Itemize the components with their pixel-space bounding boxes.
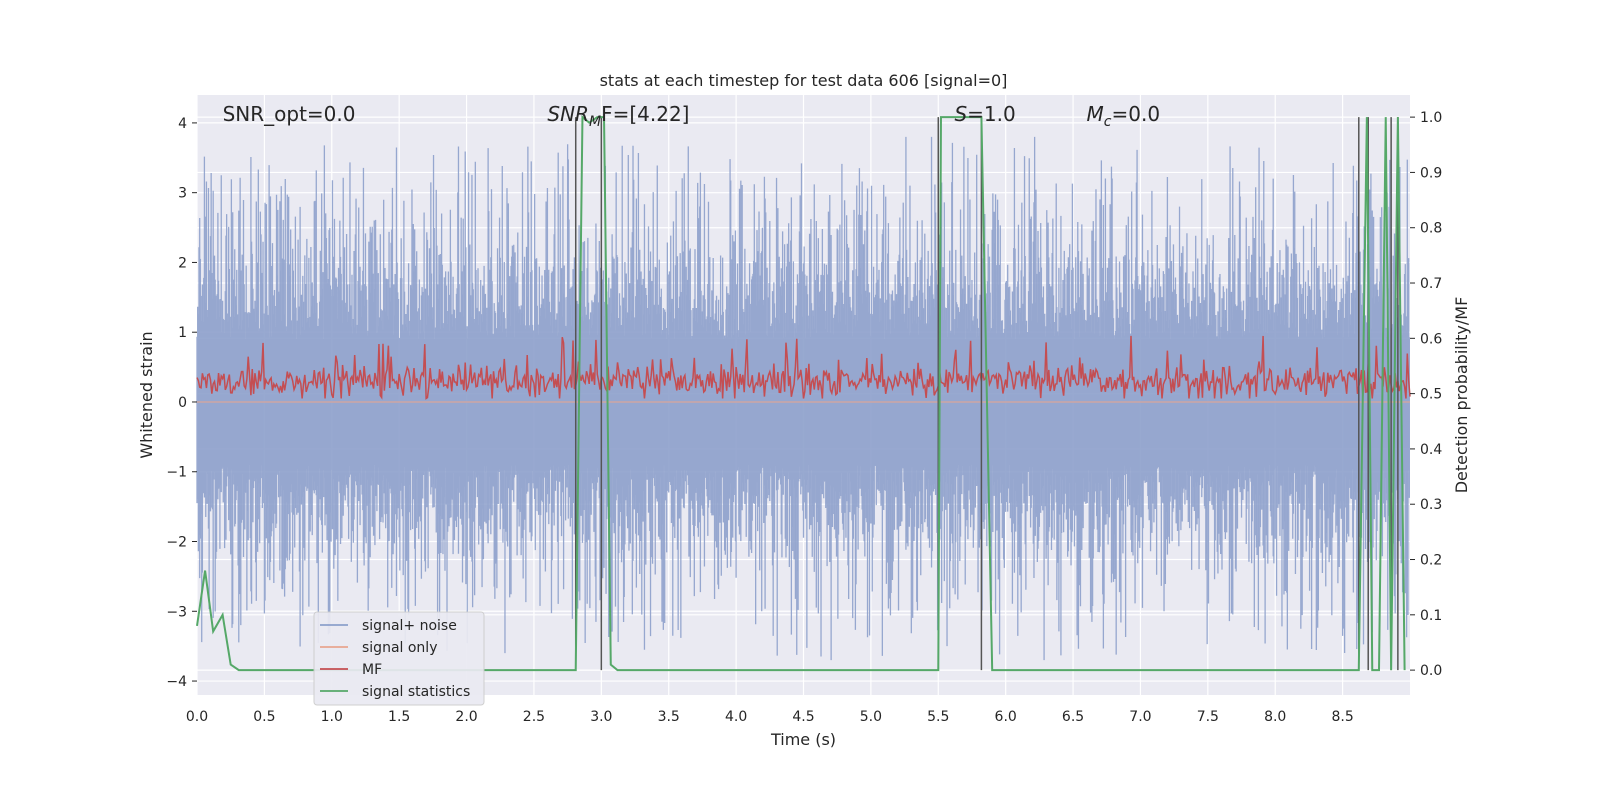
x-tick-label: 7.5 bbox=[1197, 709, 1219, 725]
y-right-tick-label: 0.1 bbox=[1420, 608, 1442, 624]
x-tick-label: 4.0 bbox=[725, 709, 747, 725]
x-tick-label: 3.0 bbox=[590, 709, 612, 725]
annotation-snr-mf-symbol: SNR bbox=[547, 102, 589, 126]
annotation-mc-subscript: c bbox=[1104, 114, 1112, 130]
x-tick-label: 0.0 bbox=[186, 709, 208, 725]
x-tick-label: 8.0 bbox=[1264, 709, 1286, 725]
x-tick-label: 6.5 bbox=[1062, 709, 1084, 725]
y-right-tick-label: 0.0 bbox=[1420, 663, 1442, 679]
annotation-s-value: =1.0 bbox=[967, 102, 1016, 126]
x-tick-label: 3.5 bbox=[658, 709, 680, 725]
y-tick-label: 0 bbox=[178, 395, 187, 411]
y-right-tick-label: 0.9 bbox=[1420, 165, 1442, 181]
annotation-mc-symbol: M bbox=[1087, 102, 1104, 126]
y-right-tick-label: 0.8 bbox=[1420, 221, 1442, 237]
x-tick-label: 0.5 bbox=[253, 709, 275, 725]
y-tick-label: −2 bbox=[166, 535, 187, 551]
y-axis-label: Whitened strain bbox=[137, 331, 156, 458]
x-tick-label: 2.5 bbox=[523, 709, 545, 725]
y-tick-label: 1 bbox=[178, 325, 187, 341]
annotation-snr-mf-subscript: M bbox=[589, 114, 601, 130]
y-tick-label: −4 bbox=[166, 674, 187, 690]
x-tick-label: 6.0 bbox=[995, 709, 1017, 725]
annotation-snr-mf-value: F=[4.22] bbox=[601, 102, 689, 126]
legend-label: signal statistics bbox=[362, 684, 470, 700]
x-tick-label: 2.0 bbox=[455, 709, 477, 725]
y-right-tick-label: 0.2 bbox=[1420, 553, 1442, 569]
annotation-mc-value: =0.0 bbox=[1112, 102, 1161, 126]
legend-label: signal+ noise bbox=[362, 618, 457, 634]
y-tick-label: 2 bbox=[178, 255, 187, 271]
series-line-mf bbox=[196, 335, 1411, 400]
x-axis-label: Time (s) bbox=[770, 730, 836, 749]
x-tick-label: 5.5 bbox=[927, 709, 949, 725]
legend-label: signal only bbox=[362, 640, 437, 656]
annotation-s-symbol: S bbox=[954, 102, 967, 126]
y-right-tick-label: 0.4 bbox=[1420, 442, 1442, 458]
y-axis-right-label: Detection probability/MF bbox=[1452, 297, 1471, 494]
series-line-signal-statistics bbox=[196, 115, 1406, 672]
annotation-s: S=1.0 bbox=[954, 102, 1015, 126]
y-tick-label: 3 bbox=[178, 186, 187, 202]
x-tick-label: 7.0 bbox=[1129, 709, 1151, 725]
y-right-tick-label: 0.7 bbox=[1420, 276, 1442, 292]
y-right-tick-label: 0.5 bbox=[1420, 387, 1442, 403]
y-right-tick-label: 1.0 bbox=[1420, 110, 1442, 126]
legend: signal+ noise signal only MF signal statist… bbox=[313, 611, 485, 706]
y-right-tick-label: 0.3 bbox=[1420, 497, 1442, 513]
y-tick-label: −1 bbox=[166, 465, 187, 481]
y-right-tick-label: 0.6 bbox=[1420, 331, 1442, 347]
series-mf bbox=[196, 335, 1411, 400]
x-tick-label: 4.5 bbox=[792, 709, 814, 725]
x-tick-label: 8.5 bbox=[1331, 709, 1353, 725]
axes: 0.0 0.5 1.0 1.5 2.0 2.5 3.0 3.5 4.0 4.5 5.0 5.5 6.0 6… bbox=[166, 110, 1442, 725]
x-tick-label: 5.0 bbox=[860, 709, 882, 725]
series-signal-statistics bbox=[196, 115, 1406, 672]
x-tick-label: 1.5 bbox=[388, 709, 410, 725]
x-tick-label: 1.0 bbox=[321, 709, 343, 725]
y-tick-label: −3 bbox=[166, 604, 187, 620]
y-tick-label: 4 bbox=[178, 116, 187, 132]
legend-box bbox=[313, 611, 485, 706]
chart-title: stats at each timestep for test data 606… bbox=[600, 71, 1008, 90]
annotation-snr-opt: SNR_opt=0.0 bbox=[223, 102, 356, 126]
annotation-mc: Mc=0.0 bbox=[1087, 102, 1161, 130]
legend-label: MF bbox=[362, 662, 382, 678]
annotation-snr-mf: SNRMF=[4.22] bbox=[547, 102, 689, 130]
